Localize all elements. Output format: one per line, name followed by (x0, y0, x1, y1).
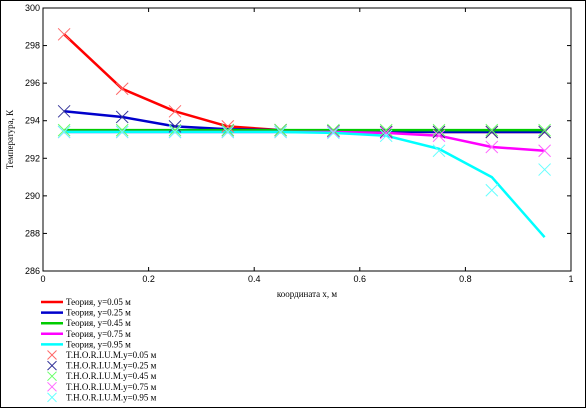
data-point-marker (168, 123, 182, 137)
legend-label: T.H.O.R.I.U.M.y=0.75 м (66, 382, 157, 392)
legend-cross-swatch (47, 381, 57, 392)
data-point-marker (115, 110, 129, 124)
data-point-marker (538, 123, 551, 137)
x-axis-label: координата x, м (277, 289, 338, 299)
x-tick-label: 0.2 (142, 274, 155, 284)
data-point-marker (57, 125, 71, 139)
legend-label: Теория, y=0.75 м (66, 329, 131, 339)
data-point-marker (57, 104, 71, 118)
y-tick-label: 290 (25, 191, 40, 201)
data-point-marker (168, 119, 182, 133)
series-line (64, 130, 546, 239)
data-point-marker (327, 126, 340, 140)
legend-label: T.H.O.R.I.U.M.y=0.45 м (66, 371, 157, 381)
data-point-marker (432, 129, 446, 143)
series-layer (57, 27, 551, 239)
series-line (63, 33, 545, 134)
data-point-marker (538, 144, 551, 158)
legend-label: T.H.O.R.I.U.M.y=0.25 м (66, 361, 157, 371)
series-4 (64, 130, 545, 153)
data-point-marker (485, 183, 499, 197)
legend-cross-swatch (47, 371, 57, 382)
series-8 (57, 123, 551, 137)
legend-item: T.H.O.R.I.U.M.y=0.95 м (47, 392, 157, 403)
legend-label: Теория, y=0.05 м (66, 297, 131, 307)
legend-cross-swatch (47, 350, 57, 360)
ticks-layer: 0 0.2 0.4 0.6 0.8 1 286 288 290 292 294 296 298 300 (25, 3, 574, 284)
legend-cross-swatch (47, 392, 57, 403)
data-point-marker (485, 125, 499, 139)
data-point-marker (327, 124, 340, 138)
plot-area (42, 7, 572, 272)
data-point-marker (379, 123, 393, 137)
data-point-marker (274, 125, 287, 139)
legend-item: T.H.O.R.I.U.M.y=0.25 м (47, 360, 157, 371)
plot-border (42, 7, 572, 272)
legend-cross-swatch (47, 360, 57, 371)
series-line (64, 130, 545, 153)
legend-item: Теория, y=0.75 м (41, 329, 131, 339)
data-point-marker (485, 140, 499, 154)
series-6 (57, 27, 551, 139)
legend-item: Теория, y=0.25 м (41, 308, 131, 318)
y-tick-label: 288 (25, 228, 40, 238)
legend-item: Теория, y=0.45 м (41, 318, 131, 328)
legend-label: T.H.O.R.I.U.M.y=0.95 м (66, 392, 157, 402)
legend-label: Теория, y=0.95 м (66, 339, 131, 349)
y-tick-label: 296 (25, 78, 40, 88)
data-point-marker (538, 163, 551, 176)
legend-item: Теория, y=0.05 м (41, 297, 131, 307)
legend-label: Теория, y=0.45 м (66, 318, 131, 328)
data-point-marker (379, 125, 393, 139)
data-point-marker (115, 123, 129, 137)
y-axis-label: Температура, К (5, 109, 15, 169)
data-point-marker (327, 125, 340, 139)
x-tick-label: 0.8 (459, 274, 472, 284)
data-point-marker (221, 123, 235, 137)
x-tick-label: 1 (568, 274, 573, 284)
data-point-marker (168, 125, 182, 139)
data-point-marker (115, 125, 129, 139)
series-10 (57, 125, 551, 197)
x-tick-label: 0.4 (248, 274, 261, 284)
legend-label: T.H.O.R.I.U.M.y=0.05 м (66, 350, 157, 360)
legend-item: Теория, y=0.95 м (41, 339, 131, 349)
data-point-marker (221, 119, 235, 133)
data-point-marker (221, 125, 235, 139)
data-point-marker (327, 123, 340, 137)
y-tick-label: 300 (25, 3, 40, 13)
legend-label: Теория, y=0.25 м (66, 308, 131, 318)
y-tick-label: 298 (25, 41, 40, 51)
data-point-marker (432, 125, 446, 139)
data-point-marker (57, 123, 71, 137)
legend-item: T.H.O.R.I.U.M.y=0.75 м (47, 381, 157, 392)
data-point-marker (485, 123, 499, 137)
data-point-marker (379, 126, 393, 140)
legend-item: T.H.O.R.I.U.M.y=0.45 м (47, 371, 157, 382)
series-1 (63, 33, 545, 134)
data-point-marker (538, 125, 551, 139)
data-point-marker (432, 123, 446, 137)
data-point-marker (57, 27, 71, 41)
x-tick-label: 0 (40, 274, 45, 284)
data-point-marker (432, 144, 446, 158)
x-tick-label: 0.6 (354, 274, 367, 284)
y-tick-label: 294 (25, 116, 40, 126)
data-point-marker (115, 82, 129, 96)
data-point-marker (274, 123, 287, 137)
legend-item: T.H.O.R.I.U.M.y=0.05 м (47, 350, 157, 360)
y-tick-label: 292 (25, 153, 40, 163)
y-tick-label: 286 (25, 266, 40, 276)
data-point-marker (379, 129, 393, 143)
series-5 (64, 130, 546, 239)
data-point-marker (168, 104, 182, 118)
